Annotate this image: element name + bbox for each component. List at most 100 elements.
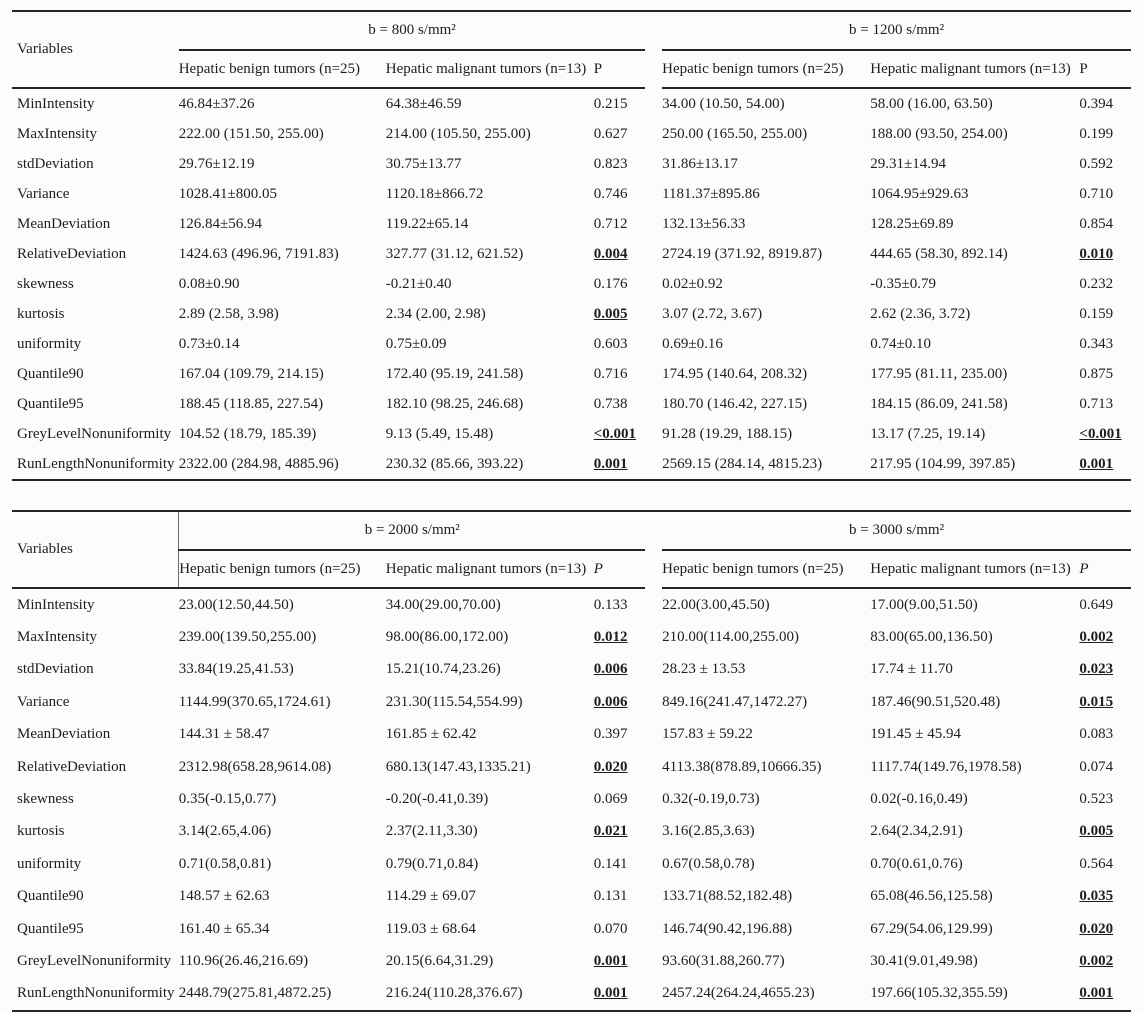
b1200-header: b = 1200 s/mm² bbox=[662, 11, 1131, 51]
variable-name: skewness bbox=[17, 791, 74, 808]
malignant-value: 182.10 (98.25, 246.68) bbox=[385, 395, 524, 412]
benign-value: 132.13±56.33 bbox=[662, 215, 746, 232]
variable-name: Quantile90 bbox=[17, 365, 84, 382]
column-gap bbox=[645, 588, 662, 621]
p-value: 0.159 bbox=[1079, 305, 1114, 322]
p-value: 0.002 bbox=[1079, 952, 1114, 969]
table-row: MinIntensity 46.84±37.26 64.38±46.59 0.2… bbox=[12, 88, 1131, 119]
benign-value: 0.73±0.14 bbox=[178, 335, 240, 352]
benign-value: 2569.15 (284.14, 4815.23) bbox=[662, 455, 823, 472]
p-value: 0.005 bbox=[1079, 823, 1114, 840]
benign-value: 1424.63 (496.96, 7191.83) bbox=[178, 245, 339, 262]
column-gap bbox=[645, 179, 662, 209]
malignant-value: 217.95 (104.99, 397.85) bbox=[870, 455, 1016, 472]
column-gap bbox=[645, 419, 662, 449]
p-value: <0.001 bbox=[593, 425, 637, 442]
column-gap bbox=[645, 209, 662, 239]
p-value: 0.020 bbox=[1079, 920, 1114, 937]
variable-name: RunLengthNonuniformity bbox=[17, 985, 175, 1002]
variable-name: MinIntensity bbox=[17, 95, 95, 112]
column-gap bbox=[645, 149, 662, 179]
table-row: Quantile95 161.40 ± 65.34 119.03 ± 68.64… bbox=[12, 913, 1131, 945]
group-header-row: Hepatic benign tumors (n=25) Hepatic mal… bbox=[12, 550, 1131, 589]
malignant-value: 0.70(0.61,0.76) bbox=[870, 855, 963, 872]
variable-name: stdDeviation bbox=[17, 155, 94, 172]
column-gap bbox=[645, 269, 662, 299]
p-value: 0.006 bbox=[593, 693, 628, 710]
benign-value: 93.60(31.88,260.77) bbox=[662, 952, 785, 969]
malignant-value: 119.22±65.14 bbox=[385, 215, 469, 232]
p-value: 0.215 bbox=[593, 95, 628, 112]
malignant-value: 67.29(54.06,129.99) bbox=[870, 920, 993, 937]
p-value: 0.199 bbox=[1079, 125, 1114, 142]
malignant-value: 30.41(9.01,49.98) bbox=[870, 952, 978, 969]
malignant-value: 231.30(115.54,554.99) bbox=[385, 693, 523, 710]
benign-value: 3.14(2.65,4.06) bbox=[178, 823, 272, 840]
malignant-value: 230.32 (85.66, 393.22) bbox=[385, 455, 524, 472]
malignant-value: 58.00 (16.00, 63.50) bbox=[870, 95, 993, 112]
malignant-value: 9.13 (5.49, 15.48) bbox=[385, 425, 494, 442]
benign-value: 91.28 (19.29, 188.15) bbox=[662, 425, 793, 442]
malignant-value: 128.25±69.89 bbox=[870, 215, 954, 232]
benign-value: 0.08±0.90 bbox=[178, 275, 240, 292]
malignant-value: 216.24(110.28,376.67) bbox=[385, 985, 523, 1002]
p-value: 0.021 bbox=[593, 823, 628, 840]
benign-value: 133.71(88.52,182.48) bbox=[662, 888, 793, 905]
malignant-value: 34.00(29.00,70.00) bbox=[385, 596, 501, 613]
p-value: 0.006 bbox=[593, 661, 628, 678]
malignant-value: 0.74±0.10 bbox=[870, 335, 931, 352]
p-value: 0.397 bbox=[593, 726, 628, 743]
benign-value: 2.89 (2.58, 3.98) bbox=[178, 305, 279, 322]
malignant-value: 65.08(46.56,125.58) bbox=[870, 888, 993, 905]
malignant-value: 0.79(0.71,0.84) bbox=[385, 855, 479, 872]
variable-name: RelativeDeviation bbox=[17, 245, 127, 262]
benign-value: 104.52 (18.79, 185.39) bbox=[178, 425, 317, 442]
benign-value: 33.84(19.25,41.53) bbox=[178, 661, 294, 678]
table-row: MeanDeviation 144.31 ± 58.47 161.85 ± 62… bbox=[12, 719, 1131, 751]
benign-value: 1181.37±895.86 bbox=[662, 185, 760, 202]
malignant-value: -0.35±0.79 bbox=[870, 275, 936, 292]
malignant-value: 172.40 (95.19, 241.58) bbox=[385, 365, 524, 382]
p-value: 0.343 bbox=[1079, 335, 1114, 352]
table-row: kurtosis 3.14(2.65,4.06) 2.37(2.11,3.30)… bbox=[12, 816, 1131, 848]
p-column-header: P bbox=[592, 550, 646, 589]
benign-value: 2448.79(275.81,4872.25) bbox=[178, 985, 332, 1002]
p-value: 0.083 bbox=[1079, 726, 1114, 743]
p-value: 0.023 bbox=[1079, 661, 1114, 678]
b800-header: b = 800 s/mm² bbox=[178, 11, 646, 51]
table-row: Variance 1028.41±800.05 1120.18±866.72 0… bbox=[12, 179, 1131, 209]
p-value: 0.001 bbox=[593, 985, 628, 1002]
p-value: 0.823 bbox=[593, 155, 628, 172]
table-row: stdDeviation 29.76±12.19 30.75±13.77 0.8… bbox=[12, 149, 1131, 179]
column-gap bbox=[645, 978, 662, 1011]
malignant-value: 191.45 ± 45.94 bbox=[870, 726, 961, 743]
p-value: 0.523 bbox=[1079, 791, 1114, 808]
table-row: kurtosis 2.89 (2.58, 3.98) 2.34 (2.00, 2… bbox=[12, 299, 1131, 329]
variable-name: Quantile90 bbox=[17, 888, 84, 905]
malignant-column-header: Hepatic malignant tumors (n=13) bbox=[385, 50, 593, 89]
benign-value: 239.00(139.50,255.00) bbox=[178, 629, 317, 646]
column-gap bbox=[645, 913, 662, 945]
variable-name: kurtosis bbox=[17, 305, 65, 322]
column-gap bbox=[645, 816, 662, 848]
malignant-column-header: Hepatic malignant tumors (n=13) bbox=[870, 50, 1079, 89]
benign-value: 34.00 (10.50, 54.00) bbox=[662, 95, 785, 112]
p-value: 0.069 bbox=[593, 791, 628, 808]
p-value: 0.716 bbox=[593, 365, 628, 382]
benign-value: 167.04 (109.79, 214.15) bbox=[178, 365, 324, 382]
variable-name: Variance bbox=[17, 185, 70, 202]
p-value: 0.738 bbox=[593, 395, 628, 412]
column-gap bbox=[645, 11, 662, 88]
malignant-value: 20.15(6.64,31.29) bbox=[385, 952, 494, 969]
p-value: 0.141 bbox=[593, 855, 628, 872]
benign-value: 144.31 ± 58.47 bbox=[178, 726, 270, 743]
benign-value: 126.84±56.94 bbox=[178, 215, 262, 232]
p-value: 0.746 bbox=[593, 185, 628, 202]
benign-value: 0.67(0.58,0.78) bbox=[662, 855, 755, 872]
p-value: 0.035 bbox=[1079, 888, 1114, 905]
p-column-header: P bbox=[592, 50, 646, 89]
p-value: 0.004 bbox=[593, 245, 628, 262]
variable-name: skewness bbox=[17, 275, 74, 292]
variable-name: Quantile95 bbox=[17, 395, 84, 412]
